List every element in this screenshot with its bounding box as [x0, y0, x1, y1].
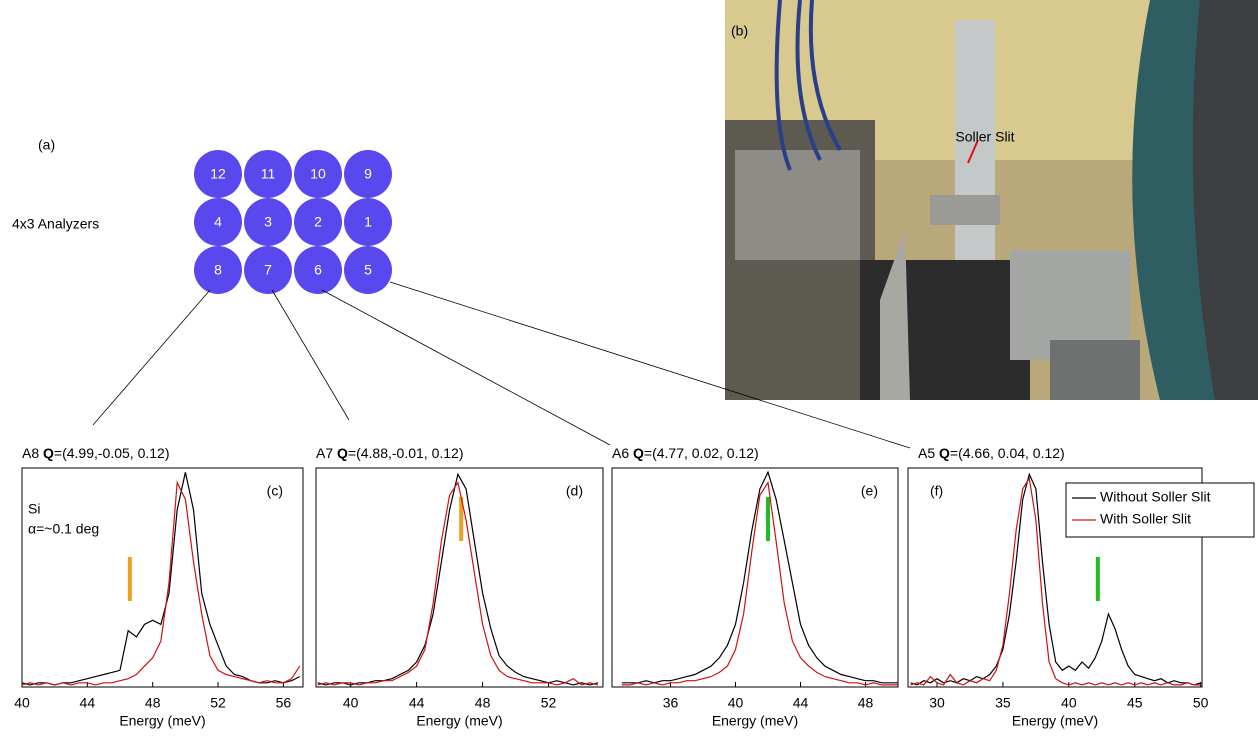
title-bold: Q — [337, 445, 348, 461]
title-rest: =(4.99,-0.05, 0.12) — [54, 445, 170, 461]
panel-label: (c) — [267, 483, 283, 499]
x-tick-label: 40 — [728, 695, 744, 711]
x-tick-label: 45 — [1127, 695, 1143, 711]
x-tick-label: 52 — [541, 695, 557, 711]
analyzer-number: 11 — [261, 166, 276, 182]
x-tick-label: 48 — [475, 695, 491, 711]
title-prefix: A6 — [612, 445, 633, 461]
panel-label: (d) — [566, 483, 583, 499]
x-tick-label: 44 — [793, 695, 809, 711]
legend-label: Without Soller Slit — [1100, 489, 1211, 505]
figure: (b) Soller Slit (a) 4x3 Analyzers 121110… — [0, 0, 1258, 733]
x-tick-label: 44 — [80, 695, 96, 711]
x-tick-label: 36 — [663, 695, 679, 711]
analyzer-number: 5 — [364, 262, 372, 278]
legend-label: With Soller Slit — [1100, 511, 1191, 527]
analyzer-number: 1 — [364, 214, 372, 230]
x-tick-label: 52 — [210, 695, 226, 711]
title-bold: Q — [633, 445, 644, 461]
x-axis-label: Energy (meV) — [712, 713, 798, 729]
photo-annotation: Soller Slit — [955, 129, 1014, 145]
title-rest: =(4.66, 0.04, 0.12) — [950, 445, 1065, 461]
chart-title: A8 Q=(4.99,-0.05, 0.12) — [22, 445, 169, 461]
title-prefix: A7 — [316, 445, 337, 461]
x-axis-label: Energy (meV) — [416, 713, 502, 729]
analyzer-number: 9 — [364, 166, 372, 182]
analyzer-number: 8 — [214, 262, 222, 278]
analyzer-number: 12 — [210, 166, 226, 182]
chart-title: A6 Q=(4.77, 0.02, 0.12) — [612, 445, 759, 461]
diagram-caption: 4x3 Analyzers — [12, 216, 99, 232]
x-tick-label: 50 — [1193, 695, 1209, 711]
title-bold: Q — [43, 445, 54, 461]
title-bold: Q — [939, 445, 950, 461]
panel-label: (e) — [861, 483, 878, 499]
annotation: Si — [28, 501, 40, 517]
x-tick-label: 44 — [409, 695, 425, 711]
title-prefix: A8 — [22, 445, 43, 461]
analyzer-number: 2 — [314, 214, 322, 230]
panel-label: (f) — [930, 483, 943, 499]
chart-title: A7 Q=(4.88,-0.01, 0.12) — [316, 445, 463, 461]
x-tick-label: 35 — [995, 695, 1011, 711]
title-rest: =(4.88,-0.01, 0.12) — [348, 445, 464, 461]
x-axis-label: Energy (meV) — [119, 713, 205, 729]
x-tick-label: 48 — [858, 695, 874, 711]
diagram-label: (a) — [38, 137, 55, 153]
annotation: α=~0.1 deg — [28, 521, 99, 537]
x-tick-label: 48 — [145, 695, 161, 711]
chart-title: A5 Q=(4.66, 0.04, 0.12) — [918, 445, 1065, 461]
title-rest: =(4.77, 0.02, 0.12) — [644, 445, 759, 461]
photo: (b) Soller Slit — [725, 0, 1258, 400]
x-tick-label: 56 — [276, 695, 292, 711]
x-tick-label: 40 — [14, 695, 30, 711]
analyzer-number: 3 — [264, 214, 272, 230]
analyzer-number: 4 — [214, 214, 222, 230]
analyzer-number: 7 — [264, 262, 272, 278]
analyzer-number: 10 — [310, 166, 326, 182]
x-axis-label: Energy (meV) — [1012, 713, 1098, 729]
x-tick-label: 30 — [929, 695, 945, 711]
x-tick-label: 40 — [1061, 695, 1077, 711]
x-tick-label: 40 — [343, 695, 359, 711]
photo-label: (b) — [731, 23, 748, 39]
analyzer-number: 6 — [314, 262, 322, 278]
title-prefix: A5 — [918, 445, 939, 461]
